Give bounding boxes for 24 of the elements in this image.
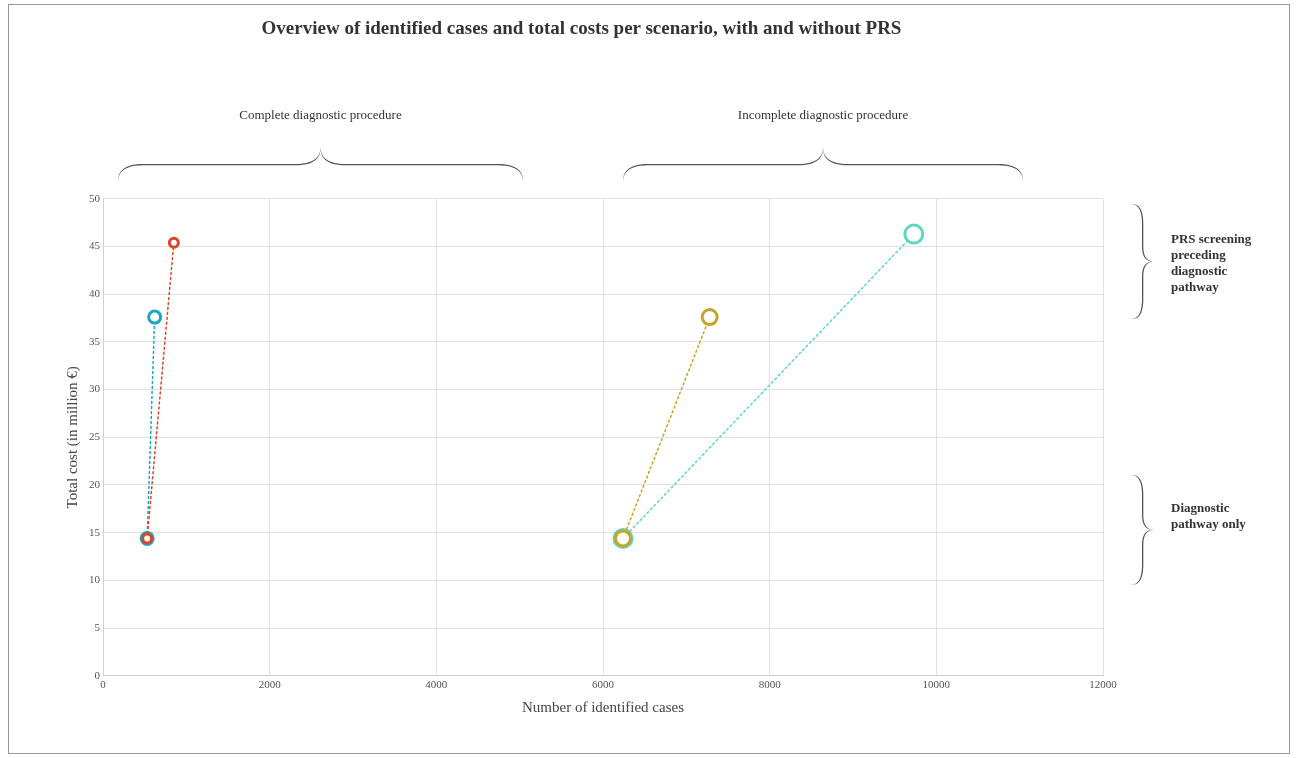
x-tick-label: 8000 (758, 678, 782, 691)
y-tick-label: 30 (89, 382, 101, 395)
y-tick-label: 50 (89, 191, 101, 204)
text: PRS screening preceding diagnostic pathway (1171, 231, 1253, 296)
text: Diagnostic pathway only (1171, 500, 1247, 533)
y-tick-label: 45 (89, 239, 101, 252)
x-tick-label: 2000 (258, 678, 282, 691)
y-tick-label: 15 (89, 525, 101, 538)
chart-title: Overview of identified cases and total costs per scenario, with and without PRS (261, 17, 902, 39)
x-tick-label: 10000 (922, 678, 951, 691)
y-tick-label: 10 (89, 573, 101, 586)
y-axis-title: Total cost (in million €) (63, 366, 81, 509)
y-tick-label: 25 (89, 430, 101, 443)
text: Incomplete diagnostic procedure (736, 106, 910, 123)
y-tick-label: 40 (89, 287, 101, 300)
y-tick-label: 0 (94, 668, 101, 681)
x-tick-label: 6000 (592, 678, 615, 691)
y-tick-label: 35 (89, 334, 101, 347)
x-tick-label: 12000 (1089, 678, 1118, 691)
y-tick-label: 20 (89, 477, 101, 490)
x-axis-title: Number of identified cases (521, 698, 685, 715)
y-tick-label: 5 (94, 620, 101, 633)
text: Complete diagnostic procedure (238, 106, 403, 123)
x-tick-label: 4000 (425, 678, 448, 691)
